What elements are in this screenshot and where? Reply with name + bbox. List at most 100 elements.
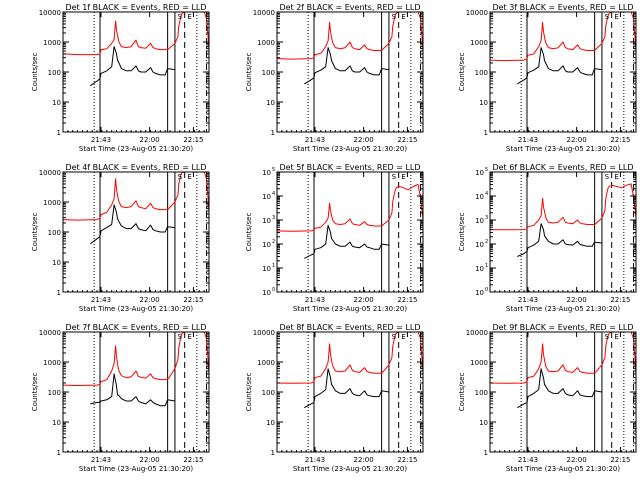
sun-symbol-label: E	[187, 333, 191, 341]
sun-symbol-label: S	[392, 333, 397, 341]
sun-symbol-label: E	[187, 13, 191, 21]
y-tick-exponent: 3	[272, 215, 275, 221]
y-axis-title: Counts/sec	[458, 213, 466, 252]
y-tick-exponent: 5	[485, 167, 488, 173]
sun-symbol-label: S	[178, 13, 183, 21]
sun-symbol-label: S	[178, 333, 183, 341]
y-tick-label: 1	[57, 129, 61, 137]
panel-title: Det 4f BLACK = Events, RED = LLD	[65, 163, 206, 172]
x-axis-title: Start Time (23-Aug-05 21:30:20)	[293, 465, 407, 473]
y-tick-exponent: 2	[272, 239, 275, 245]
y-tick-label: 1000	[43, 199, 61, 207]
y-tick-label: 1000	[43, 39, 61, 47]
y-tick-label: 10	[266, 419, 275, 427]
sun-symbol-label: E	[187, 173, 191, 181]
panel-title: Det 3f BLACK = Events, RED = LLD	[492, 3, 633, 12]
x-axis-title: Start Time (23-Aug-05 21:30:20)	[79, 305, 193, 313]
lld-series-line	[63, 172, 209, 221]
x-tick-label: 21:43	[91, 456, 111, 464]
panel-title: Det 1f BLACK = Events, RED = LLD	[65, 3, 206, 12]
y-tick-exponent: 0	[272, 287, 275, 293]
y-tick-label: 10	[52, 419, 61, 427]
sun-symbol-label: E	[401, 13, 405, 21]
panel-title: Det 5f BLACK = Events, RED = LLD	[279, 163, 420, 172]
y-tick-label: 10	[475, 265, 484, 273]
y-tick-label: 10	[475, 193, 484, 201]
x-tick-label: 21:43	[518, 456, 538, 464]
lld-series-line	[63, 332, 209, 386]
y-tick-label: 10000	[253, 9, 275, 17]
y-tick-label: 100	[48, 389, 61, 397]
y-tick-label: 10	[266, 99, 275, 107]
y-tick-exponent: 1	[485, 263, 488, 269]
x-tick-label: 22:15	[183, 296, 203, 304]
sun-symbol-label: E	[401, 173, 405, 181]
y-tick-label: 10	[262, 193, 271, 201]
y-tick-label: 1	[271, 449, 275, 457]
x-tick-label: 22:15	[397, 136, 417, 144]
x-tick-label: 21:43	[305, 456, 325, 464]
x-tick-label: 21:43	[518, 136, 538, 144]
events-series-line	[304, 368, 389, 409]
events-series-line	[517, 368, 602, 409]
x-axis-title: Start Time (23-Aug-05 21:30:20)	[79, 145, 193, 153]
x-tick-label: 22:00	[354, 136, 374, 144]
events-series-line	[89, 204, 175, 245]
panel-title: Det 2f BLACK = Events, RED = LLD	[279, 3, 420, 12]
x-axis-title: Start Time (23-Aug-05 21:30:20)	[506, 145, 620, 153]
x-tick-label: 21:43	[91, 136, 111, 144]
y-tick-exponent: 4	[272, 191, 275, 197]
lld-series-line	[277, 332, 423, 384]
events-series-line	[517, 47, 602, 85]
y-tick-label: 1	[271, 129, 275, 137]
y-tick-exponent: 0	[485, 287, 488, 293]
x-tick-label: 22:00	[354, 456, 374, 464]
sun-symbol-label: S	[392, 173, 397, 181]
y-axis-title: Counts/sec	[31, 373, 39, 412]
y-tick-label: 10000	[466, 9, 488, 17]
x-tick-label: 21:43	[305, 296, 325, 304]
y-tick-exponent: 5	[272, 167, 275, 173]
sun-symbol-label: E	[614, 333, 618, 341]
x-tick-label: 22:15	[397, 456, 417, 464]
y-tick-label: 100	[48, 229, 61, 237]
y-tick-label: 10	[262, 265, 271, 273]
sun-symbol-label: E	[614, 13, 618, 21]
y-axis-title: Counts/sec	[458, 53, 466, 92]
y-tick-exponent: 2	[485, 239, 488, 245]
y-tick-label: 100	[262, 389, 275, 397]
y-tick-exponent: 3	[485, 215, 488, 221]
x-axis-title: Start Time (23-Aug-05 21:30:20)	[506, 305, 620, 313]
lld-series-line	[490, 12, 636, 62]
events-series-line	[90, 46, 175, 87]
y-axis-title: Counts/sec	[31, 53, 39, 92]
y-tick-label: 10	[52, 99, 61, 107]
y-axis-title: Counts/sec	[458, 373, 466, 412]
y-axis-title: Counts/sec	[245, 213, 253, 252]
y-tick-label: 100	[475, 69, 488, 77]
x-axis-title: Start Time (23-Aug-05 21:30:20)	[293, 145, 407, 153]
events-series-line	[517, 223, 602, 257]
x-tick-label: 22:00	[567, 296, 587, 304]
y-tick-label: 1000	[43, 359, 61, 367]
lld-series-line	[277, 184, 423, 232]
y-tick-label: 10000	[466, 329, 488, 337]
x-tick-label: 22:00	[140, 136, 160, 144]
y-axis-title: Counts/sec	[245, 53, 253, 92]
y-tick-label: 1000	[257, 39, 275, 47]
panel-title: Det 9f BLACK = Events, RED = LLD	[492, 323, 633, 332]
x-tick-label: 22:00	[567, 136, 587, 144]
y-tick-label: 1000	[470, 39, 488, 47]
x-tick-label: 22:15	[397, 296, 417, 304]
panel-title: Det 6f BLACK = Events, RED = LLD	[492, 163, 633, 172]
y-tick-label: 1	[484, 449, 488, 457]
y-tick-label: 100	[48, 69, 61, 77]
y-tick-label: 10	[479, 99, 488, 107]
y-tick-label: 10	[52, 259, 61, 267]
